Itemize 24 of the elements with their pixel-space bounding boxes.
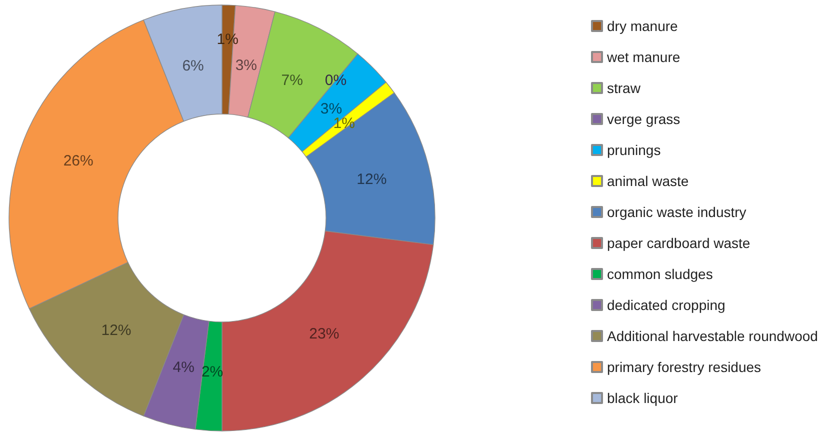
legend-label: dry manure	[607, 18, 678, 34]
data-label: 6%	[182, 58, 204, 75]
legend-label: common sludges	[607, 266, 713, 282]
legend-label: animal waste	[607, 173, 689, 189]
legend-label: verge grass	[607, 111, 680, 127]
data-label: 3%	[320, 100, 342, 118]
legend-label: wet manure	[606, 49, 680, 65]
data-label: 12%	[356, 171, 387, 188]
data-label: 26%	[63, 152, 94, 170]
data-label: 3%	[235, 56, 258, 74]
legend-label: organic waste industry	[607, 204, 746, 220]
data-label: 23%	[309, 325, 340, 342]
data-label: 7%	[281, 72, 303, 89]
legend-label: paper cardboard waste	[607, 235, 750, 251]
legend-label: prunings	[607, 142, 661, 158]
data-label: 1%	[216, 31, 238, 48]
data-label: 4%	[172, 359, 194, 376]
legend-label: dedicated cropping	[607, 297, 726, 313]
legend-label: black liquor	[607, 390, 678, 406]
legend-label: primary forestry residues	[607, 359, 762, 375]
data-label: 12%	[101, 322, 132, 340]
legend-label: straw	[607, 80, 642, 96]
legend-label: Additional harvestable roundwood	[607, 328, 818, 344]
text: 0%	[324, 72, 347, 89]
